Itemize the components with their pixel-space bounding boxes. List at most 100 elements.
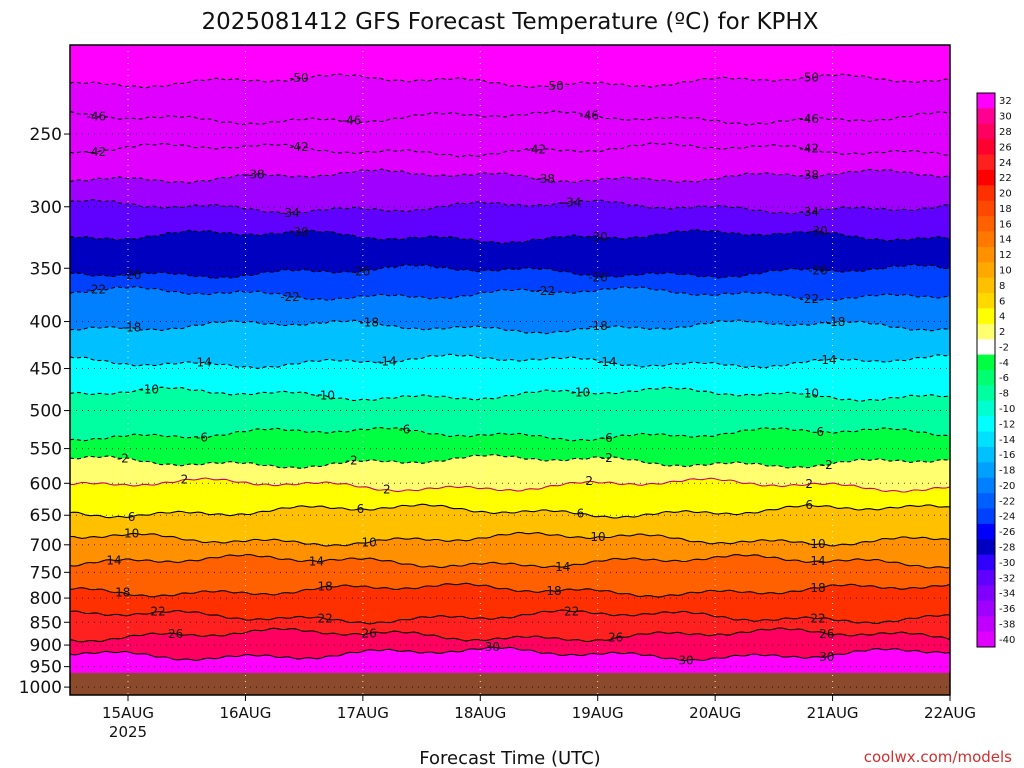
isotherm-line: [70, 477, 950, 493]
colorbar-swatch: [977, 93, 995, 109]
isotherm-label: 10: [124, 526, 139, 540]
y-tick-label: 850: [30, 613, 62, 633]
colorbar-swatch: [977, 446, 995, 463]
colorbar-swatch: [977, 231, 995, 248]
isotherm-label: 2: [383, 483, 391, 497]
isotherm-label: 30: [485, 640, 500, 654]
isotherm-line: [70, 110, 950, 126]
credit-text: coolwx.com/models: [864, 748, 1012, 766]
isotherm-label: -22: [799, 292, 819, 306]
y-tick-label: 600: [30, 474, 62, 494]
colorbar-label: 32: [999, 96, 1012, 107]
isotherm-label: -6: [601, 431, 613, 445]
isotherm-label: 26: [819, 627, 834, 641]
x-tick-label: 18AUG: [454, 704, 506, 722]
colorbar-label: -4: [999, 358, 1009, 369]
isotherm-label: 6: [805, 498, 813, 512]
isotherm-label: -6: [196, 431, 208, 445]
isotherm-label: -22: [87, 283, 107, 297]
colorbar-label: -28: [999, 542, 1015, 553]
isotherm-label: 18: [810, 581, 825, 595]
isotherm-label: 10: [362, 535, 377, 549]
colorbar-swatch: [977, 431, 995, 448]
y-tick-label: 550: [30, 440, 62, 460]
isotherm-label: -42: [289, 140, 309, 154]
y-tick-label: 450: [30, 360, 62, 380]
isotherm-label: 2: [805, 477, 813, 491]
isotherm-label: 6: [357, 502, 365, 516]
colorbar-swatch: [977, 523, 995, 540]
colorbar-swatch: [977, 323, 995, 340]
colorbar-swatch: [977, 585, 995, 602]
isotherm-line: [70, 553, 950, 569]
isotherm-line: [70, 426, 950, 442]
isotherm-label: 22: [810, 612, 825, 626]
isotherm-label: -18: [826, 315, 846, 329]
x-tick-label: 15AUG: [102, 704, 154, 722]
x-axis-label: Forecast Time (UTC): [419, 748, 600, 768]
isotherm-label: 26: [168, 627, 183, 641]
isotherm-label: 22: [150, 604, 165, 618]
isotherm-line: [70, 503, 950, 519]
isotherm-label: -18: [588, 319, 608, 333]
colorbar-swatch: [977, 308, 995, 325]
isotherm-label: -26: [588, 270, 608, 284]
isotherm-label: 10: [810, 537, 825, 551]
colorbar-label: 20: [999, 189, 1012, 200]
isotherm-line: [70, 319, 950, 335]
colorbar: 32 30 28 26 24 22 20 18 16 14 12 10 8 6 4 2 -2 -4 -6 -8 -10 -…: [976, 92, 1015, 648]
ground-surface: [70, 672, 950, 695]
isotherm-label: 6: [577, 507, 585, 521]
isotherm-label: 10: [590, 530, 605, 544]
colorbar-swatch: [977, 246, 995, 263]
colorbar-swatch: [977, 139, 995, 156]
colorbar-label: 26: [999, 142, 1012, 153]
isotherm-label: 14: [810, 554, 825, 568]
y-tick-label: 750: [30, 563, 62, 583]
isotherm-label: -38: [245, 168, 265, 182]
y-tick-label: 300: [30, 198, 62, 218]
isotherm-line: [70, 286, 950, 302]
isotherm-label: -10: [571, 385, 591, 399]
isotherm-line: [70, 229, 950, 245]
colorbar-swatch: [977, 400, 995, 417]
colorbar-swatch: [977, 370, 995, 386]
colorbar-label: -6: [999, 373, 1009, 384]
isotherm-line: [70, 168, 950, 184]
x-tick-label: 20AUG: [689, 704, 741, 722]
colorbar-label: -30: [999, 558, 1015, 569]
isotherm-line: [70, 353, 950, 369]
y-tick-label: 1000: [19, 678, 62, 698]
colorbar-label: 16: [999, 219, 1012, 230]
colorbar-label: -14: [999, 435, 1015, 446]
colorbar-swatch: [977, 385, 995, 402]
colorbar-swatch: [977, 262, 995, 279]
colorbar-swatch: [977, 154, 995, 171]
colorbar-swatch: [977, 108, 995, 125]
colorbar-swatch: [977, 477, 995, 494]
isotherm-label: -2: [117, 451, 129, 465]
isotherm-line: [70, 609, 950, 625]
y-tick-label: 950: [30, 658, 62, 678]
x-axis: 15AUG 16AUG 17AUG 18AUG 19AUG 20AUG 21AUG 22AUG: [102, 695, 976, 722]
isotherm-label: -6: [398, 422, 410, 436]
colorbar-label: 8: [999, 281, 1005, 292]
isotherm-label: -14: [597, 355, 617, 369]
isotherm-label: -26: [122, 268, 142, 282]
y-tick-label: 650: [30, 506, 62, 526]
isotherm-label: -10: [139, 383, 159, 397]
isotherm-label: -38: [799, 168, 819, 182]
isotherm-label: -2: [601, 451, 613, 465]
colorbar-swatch: [977, 570, 995, 586]
isotherm-label: -10: [799, 386, 819, 400]
y-axis: 250 300 350 400 450 500 550 600 650 700 750 800 850 9…: [19, 125, 70, 698]
colorbar-label: 4: [999, 312, 1005, 323]
isotherm-label: -18: [359, 315, 379, 329]
x-tick-label: 19AUG: [572, 704, 624, 722]
colorbar-swatch: [977, 462, 995, 479]
isotherm-label: -2: [346, 454, 358, 468]
isotherm-label: -18: [122, 321, 142, 335]
isotherm-label: 18: [318, 579, 333, 593]
colorbar-label: 14: [999, 235, 1012, 246]
isotherm-label: -42: [527, 143, 547, 157]
